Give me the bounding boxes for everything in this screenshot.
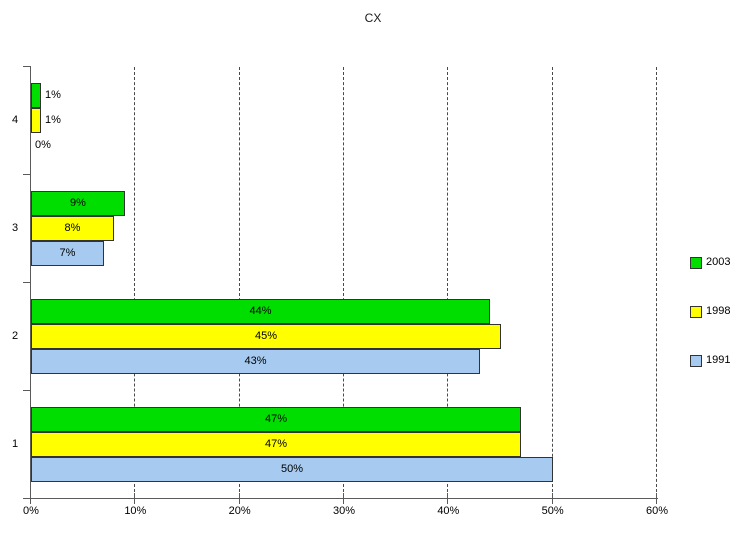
bar-value-label-1998-cat-4: 1% xyxy=(45,114,61,126)
gridline-40pct xyxy=(447,67,449,497)
gridline-20pct xyxy=(238,67,240,497)
x-axis-tick-60pct xyxy=(656,493,657,504)
bar-value-label-1991-cat-1: 50% xyxy=(280,463,304,475)
legend: 2003 1998 1991 xyxy=(690,0,746,541)
chart-title: CX xyxy=(364,11,382,25)
legend-label-2003: 2003 xyxy=(706,256,731,268)
y-axis-tick xyxy=(23,174,30,175)
bar-value-label-2003-cat-1: 47% xyxy=(264,413,288,425)
bar-value-label-1998-cat-1: 47% xyxy=(264,438,288,450)
bar-1991-cat-3 xyxy=(31,241,104,266)
bar-1998-cat-1 xyxy=(31,432,521,457)
gridline-60pct xyxy=(656,67,657,497)
gridline-10pct xyxy=(134,67,136,497)
x-tick-label-30pct: 30% xyxy=(332,505,356,517)
bar-value-label-1998-cat-2: 45% xyxy=(254,330,278,342)
category-label-2: 2 xyxy=(11,330,19,342)
bar-1991-cat-2 xyxy=(31,349,480,374)
x-axis-tick-10pct xyxy=(134,493,136,504)
gridline-30pct xyxy=(343,67,344,497)
x-axis-tick-40pct xyxy=(447,493,449,504)
bar-1998-cat-2 xyxy=(31,324,501,349)
x-axis-tick-0pct xyxy=(30,493,31,504)
x-tick-label-20pct: 20% xyxy=(228,505,251,517)
bar-value-label-1991-cat-3: 7% xyxy=(59,247,76,259)
category-label-3: 3 xyxy=(11,222,19,234)
y-axis-tick xyxy=(23,282,30,283)
y-axis-tick xyxy=(23,66,30,67)
x-axis-tick-20pct xyxy=(238,493,240,504)
legend-swatch-1998 xyxy=(690,306,702,318)
bar-1991-cat-1 xyxy=(31,457,553,482)
legend-swatch-2003 xyxy=(690,257,702,269)
x-tick-label-0pct: 0% xyxy=(23,505,39,517)
bar-2003-cat-1 xyxy=(31,407,521,432)
x-tick-label-50pct: 50% xyxy=(541,505,564,517)
bar-value-label-1991-cat-2: 43% xyxy=(244,355,267,367)
bar-2003-cat-4 xyxy=(31,83,41,108)
bar-value-label-2003-cat-3: 9% xyxy=(70,197,86,209)
category-label-4: 4 xyxy=(11,114,19,126)
bar-1998-cat-4 xyxy=(31,108,41,133)
x-tick-label-10pct: 10% xyxy=(124,505,147,517)
y-axis-tick xyxy=(23,390,30,391)
category-label-1: 1 xyxy=(11,438,19,450)
x-axis-line xyxy=(30,498,658,499)
bar-1998-cat-3 xyxy=(31,216,114,241)
y-axis-line xyxy=(30,66,31,499)
bar-value-label-1991-cat-4: 0% xyxy=(35,139,51,151)
x-tick-label-60pct: 60% xyxy=(645,505,669,517)
legend-label-1991: 1991 xyxy=(706,354,731,366)
legend-label-1998: 1998 xyxy=(706,305,731,317)
y-axis-tick xyxy=(23,498,30,499)
x-axis-tick-30pct xyxy=(343,493,344,504)
bar-value-label-2003-cat-2: 44% xyxy=(249,305,272,317)
bar-value-label-2003-cat-4: 1% xyxy=(45,89,61,101)
legend-swatch-1991 xyxy=(690,355,702,367)
bar-value-label-1998-cat-3: 8% xyxy=(64,222,81,234)
bar-2003-cat-3 xyxy=(31,191,125,216)
bar-2003-cat-2 xyxy=(31,299,490,324)
plot-area: 1% 1% 0% 9% 8% 7% 44% 45% 43% 47% 47% 50% xyxy=(23,66,658,504)
x-tick-label-40pct: 40% xyxy=(437,505,460,517)
gridline-50pct xyxy=(551,67,553,497)
x-axis-tick-50pct xyxy=(551,493,553,504)
